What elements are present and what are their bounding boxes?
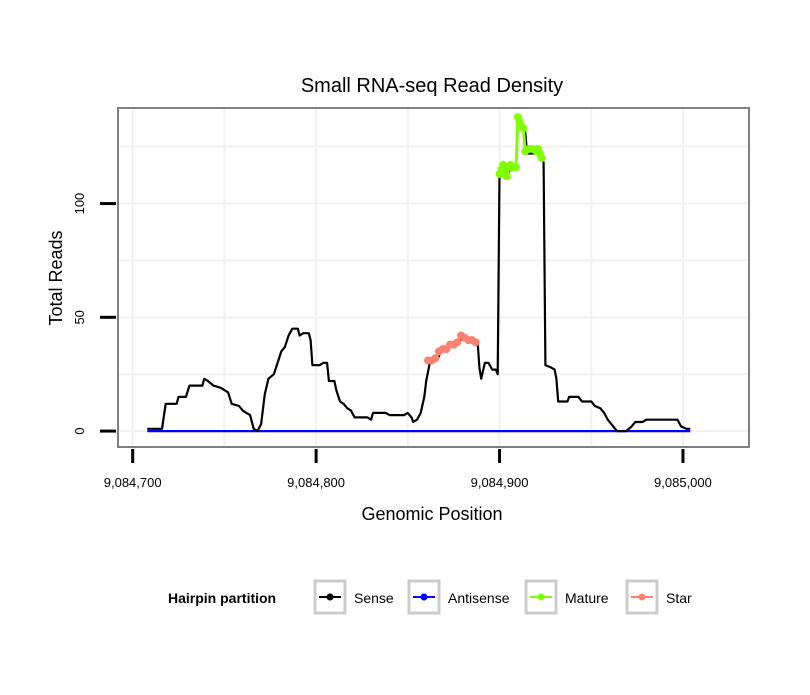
x-axis-label: Genomic Position [361, 504, 502, 524]
y-axis-label: Total Reads [46, 230, 66, 325]
panel-border [117, 107, 750, 448]
data-point-mature [512, 163, 521, 172]
data-point-mature [502, 172, 511, 181]
legend-label: Sense [354, 590, 394, 606]
data-point-mature [537, 154, 546, 163]
series-line-sense [147, 116, 691, 433]
data-point-star [453, 338, 462, 347]
legend-label: Star [666, 590, 692, 606]
legend-entry-mature: Mature [524, 579, 609, 615]
series-layer [147, 113, 691, 433]
legend-entry-star: Star [625, 579, 692, 615]
legend: Hairpin partition Sense Antisense Mature Sta… [168, 579, 692, 615]
legend-title: Hairpin partition [168, 590, 276, 606]
legend-key-point [638, 593, 646, 601]
legend-entry-antisense: Antisense [407, 579, 510, 615]
legend-label: Mature [565, 590, 609, 606]
y-tick-label: 50 [72, 310, 87, 324]
legend-key-point [326, 593, 334, 601]
x-tick-label: 9,084,700 [104, 475, 162, 490]
chart-title: Small RNA-seq Read Density [301, 75, 563, 97]
data-point-mature [519, 124, 528, 133]
legend-entry-sense: Sense [313, 579, 394, 615]
axes: 9,084,700 9,084,800 9,084,900 9,085,000 0 50 1… [72, 193, 712, 490]
legend-key-point [537, 593, 545, 601]
x-tick-label: 9,085,000 [654, 475, 712, 490]
data-point-star [471, 338, 480, 347]
legend-label: Antisense [448, 590, 510, 606]
grid [118, 108, 749, 447]
data-point-star [431, 354, 440, 363]
x-tick-label: 9,084,800 [287, 475, 345, 490]
y-tick-label: 0 [72, 427, 87, 434]
x-tick-label: 9,084,900 [471, 475, 529, 490]
y-tick-label: 100 [72, 193, 87, 215]
legend-key-point [420, 593, 428, 601]
